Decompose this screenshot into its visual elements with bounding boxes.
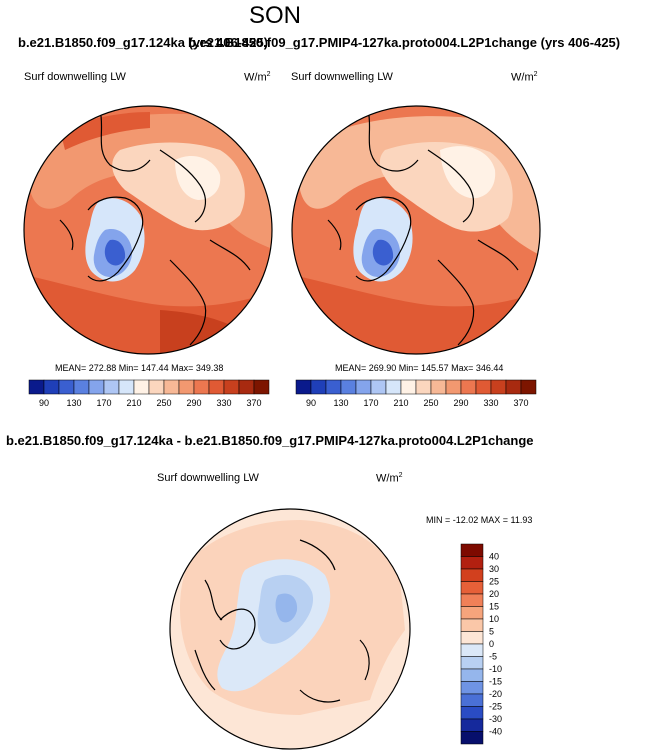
diff-colorbar-swatch [460, 568, 484, 582]
left-colorbar-swatch [58, 379, 75, 395]
right-colorbar-swatch [340, 379, 357, 395]
left-colorbar-swatch [28, 379, 45, 395]
diff-colorbar-tick-label: -20 [489, 689, 502, 699]
diff-colorbar-tick-label: 10 [489, 614, 499, 624]
right-colorbar-swatch [430, 379, 447, 395]
diff-colorbar-swatch [460, 643, 484, 657]
right-panel-stats: MEAN= 269.90 Min= 145.57 Max= 346.44 [335, 363, 504, 373]
diff-colorbar-tick-label: 0 [489, 639, 494, 649]
right-colorbar-swatch [490, 379, 507, 395]
diff-colorbar-swatch [460, 543, 484, 557]
left-colorbar-swatch [208, 379, 225, 395]
left-colorbar-tick-label: 330 [216, 398, 231, 408]
right-colorbar-tick-label: 210 [393, 398, 408, 408]
right-colorbar-swatch [325, 379, 342, 395]
case-a-title: b.e21.B1850.f09_g17.124ka (yrs 406-425) [18, 35, 269, 50]
right-colorbar-tick-label: 170 [363, 398, 378, 408]
difference-title: b.e21.B1850.f09_g17.124ka - b.e21.B1850.… [6, 433, 534, 448]
left-map [23, 105, 273, 355]
right-colorbar-tick-label: 330 [483, 398, 498, 408]
diff-colorbar-tick-label: 20 [489, 589, 499, 599]
diff-colorbar-swatch [460, 706, 484, 720]
left-colorbar-swatch [253, 379, 270, 395]
right-colorbar-swatch [445, 379, 462, 395]
left-colorbar-swatch [178, 379, 195, 395]
left-colorbar-tick-label: 130 [66, 398, 81, 408]
diff-colorbar-tick-label: 40 [489, 552, 499, 562]
right-colorbar-tick-label: 370 [513, 398, 528, 408]
diff-colorbar-swatch [460, 668, 484, 682]
left-colorbar: 90 130 170 210 250 290 330 370 [28, 379, 270, 408]
diff-colorbar-tick-label: -15 [489, 677, 502, 687]
right-colorbar-swatch [460, 379, 477, 395]
diff-colorbar-tick-label: 25 [489, 577, 499, 587]
right-colorbar-swatch [385, 379, 402, 395]
left-panel-variable: Surf downwelling LW [24, 71, 126, 83]
left-colorbar-swatch [223, 379, 240, 395]
left-colorbar-tick-label: 170 [96, 398, 111, 408]
left-colorbar-swatch [103, 379, 120, 395]
left-colorbar-swatch [133, 379, 150, 395]
left-colorbar-tick-label: 290 [186, 398, 201, 408]
right-colorbar-swatch [310, 379, 327, 395]
difference-map [169, 508, 411, 750]
diff-colorbar: 40 30 25 20 15 10 5 0 -5 -10 -15 -20 -25 -30 -40 [460, 543, 502, 745]
left-colorbar-swatch [43, 379, 60, 395]
right-colorbar-tick-label: 290 [453, 398, 468, 408]
diff-colorbar-swatch [460, 693, 484, 707]
diff-colorbar-tick-label: 15 [489, 602, 499, 612]
right-colorbar-swatch [505, 379, 522, 395]
right-panel-units: W/m2 [511, 71, 538, 84]
left-colorbar-swatch [163, 379, 180, 395]
diff-colorbar-swatch [460, 681, 484, 695]
left-panel-stats: MEAN= 272.88 Min= 147.44 Max= 349.38 [55, 363, 224, 373]
diff-colorbar-tick-label: 30 [489, 564, 499, 574]
left-colorbar-swatch [238, 379, 255, 395]
diff-colorbar-swatch [460, 581, 484, 595]
left-colorbar-tick-label: 250 [156, 398, 171, 408]
left-colorbar-swatch [193, 379, 210, 395]
right-colorbar-swatch [355, 379, 372, 395]
diff-colorbar-tick-label: -40 [489, 727, 502, 737]
diff-colorbar-swatch [460, 556, 484, 570]
left-panel-units: W/m2 [244, 71, 271, 84]
right-colorbar-swatch [400, 379, 417, 395]
season-title: SON [248, 2, 301, 29]
diff-colorbar-tick-label: -30 [489, 714, 502, 724]
left-colorbar-tick-label: 90 [39, 398, 49, 408]
left-colorbar-swatch [118, 379, 135, 395]
diff-colorbar-swatch [460, 731, 484, 745]
left-colorbar-swatch [148, 379, 165, 395]
right-panel-variable: Surf downwelling LW [291, 71, 393, 83]
left-colorbar-swatch [73, 379, 90, 395]
right-colorbar-swatch [520, 379, 537, 395]
right-colorbar-tick-label: 250 [423, 398, 438, 408]
left-colorbar-tick-label: 210 [126, 398, 141, 408]
diff-colorbar-swatch [460, 656, 484, 670]
diff-colorbar-swatch [460, 606, 484, 620]
diff-colorbar-tick-label: 5 [489, 627, 494, 637]
diff-panel-stats: MIN = -12.02 MAX = 11.93 [426, 515, 533, 525]
left-colorbar-tick-label: 370 [246, 398, 261, 408]
diff-colorbar-tick-label: -25 [489, 702, 502, 712]
diff-panel-variable: Surf downwelling LW [157, 472, 259, 484]
diff-colorbar-swatch [460, 718, 484, 732]
case-b-title: b.e21.B1850.f09_g17.PMIP4-127ka.proto004… [188, 35, 621, 50]
left-colorbar-swatch [88, 379, 105, 395]
diff-colorbar-swatch [460, 631, 484, 645]
diff-colorbar-swatch [460, 593, 484, 607]
diff-colorbar-swatch [460, 618, 484, 632]
right-map [291, 105, 541, 355]
diff-colorbar-tick-label: -5 [489, 652, 497, 662]
right-colorbar: 90 130 170 210 250 290 330 370 [295, 379, 537, 408]
right-colorbar-swatch [370, 379, 387, 395]
right-colorbar-swatch [295, 379, 312, 395]
right-colorbar-swatch [415, 379, 432, 395]
right-colorbar-tick-label: 130 [333, 398, 348, 408]
right-colorbar-swatch [475, 379, 492, 395]
diff-colorbar-tick-label: -10 [489, 664, 502, 674]
diff-panel-units: W/m2 [376, 472, 403, 485]
right-colorbar-tick-label: 90 [306, 398, 316, 408]
